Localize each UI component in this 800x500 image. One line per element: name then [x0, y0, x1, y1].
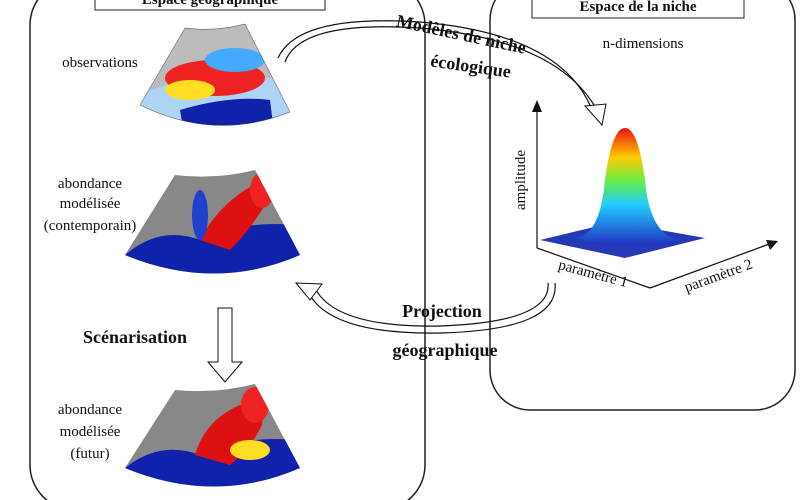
map-label: (contemporain) [44, 218, 136, 234]
geo-title: Espace géographique [142, 0, 279, 8]
axis [536, 247, 651, 289]
scenario-arrow [206, 307, 244, 383]
niche-bell [575, 128, 680, 246]
scenario-label: Scénarisation [83, 327, 187, 347]
map-future [125, 384, 300, 487]
niche-title: Espace de la niche [579, 0, 696, 15]
projection-label: géographique [392, 340, 497, 360]
map-label: abondance [58, 176, 122, 192]
niche-arrow [284, 26, 599, 113]
map-label: abondance [58, 402, 122, 418]
projection-arrow [307, 282, 556, 334]
map-label: observations [62, 55, 138, 71]
axis [649, 242, 773, 289]
map-label: modélisée [60, 196, 121, 212]
map-label: (futur) [70, 446, 109, 462]
map-contemporary [125, 170, 300, 274]
niche-subtitle: n-dimensions [603, 36, 684, 52]
projection-label: Projection [402, 301, 482, 321]
geo-title-box [94, 0, 326, 11]
axis-label: amplitude [513, 150, 529, 210]
niche-title-box [531, 0, 745, 19]
map-observations [140, 24, 290, 126]
geo-panel [29, 0, 426, 500]
map-label: modélisée [60, 424, 121, 440]
